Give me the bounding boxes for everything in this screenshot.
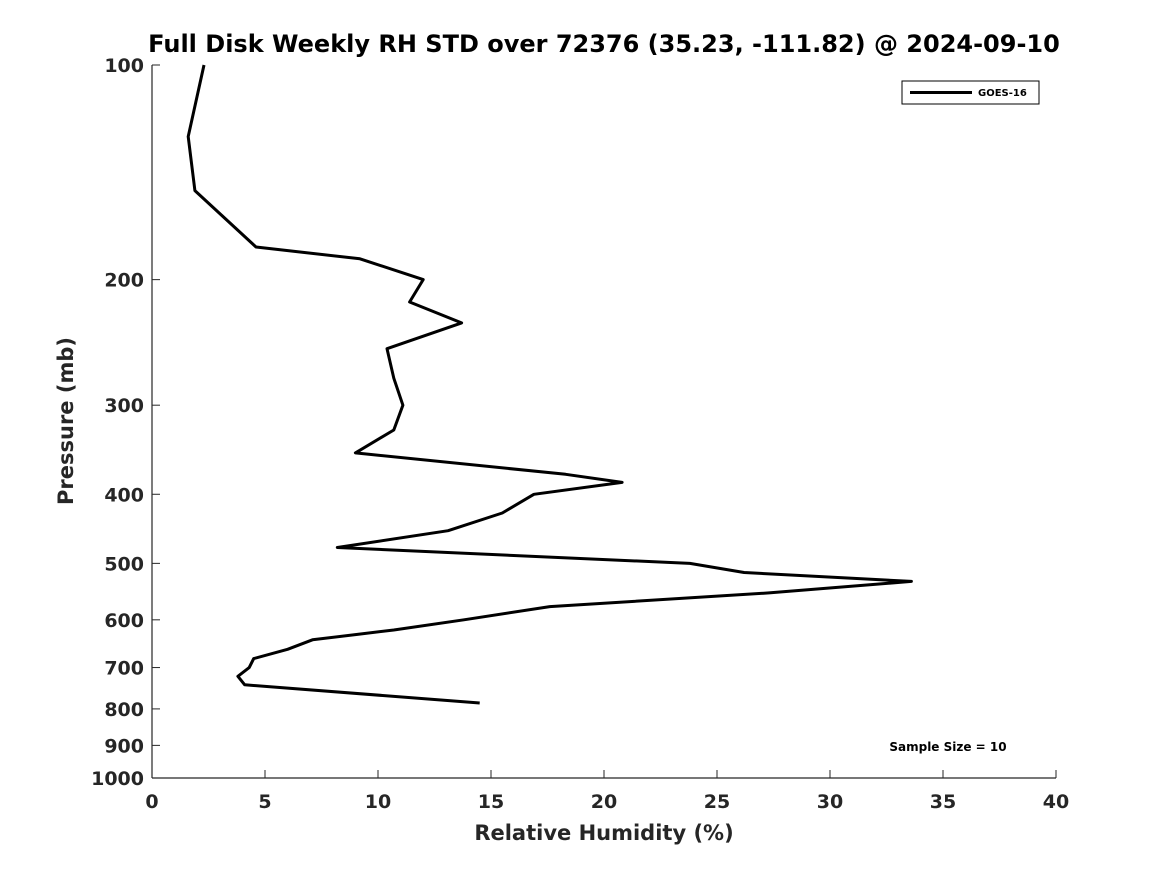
series-line-goes-16 (186, 64, 913, 705)
sample-size-annotation: Sample Size = 10 (889, 740, 1006, 754)
series-layer (186, 64, 913, 705)
x-tick-label: 25 (704, 791, 730, 813)
y-tick-label: 300 (104, 395, 144, 417)
y-ticks: 100 200 300 400 500 600 700 800 900 1000 (91, 55, 160, 790)
x-tick-label: 35 (930, 791, 956, 813)
y-tick-label: 700 (104, 658, 144, 680)
x-tick-label: 10 (365, 791, 391, 813)
x-ticks: 0 5 10 15 20 25 30 35 40 (145, 770, 1069, 813)
x-tick-label: 40 (1043, 791, 1069, 813)
y-tick-label: 900 (104, 735, 144, 757)
y-tick-label: 800 (104, 699, 144, 721)
y-tick-label: 100 (104, 55, 144, 77)
x-tick-label: 20 (591, 791, 617, 813)
x-axis-label: Relative Humidity (%) (474, 821, 733, 845)
x-tick-label: 5 (258, 791, 271, 813)
axes (151, 65, 1056, 779)
chart-title: Full Disk Weekly RH STD over 72376 (35.2… (148, 30, 1060, 58)
x-tick-label: 0 (145, 791, 158, 813)
y-tick-label: 600 (104, 610, 144, 632)
y-tick-label: 200 (104, 270, 144, 292)
y-tick-label: 400 (104, 484, 144, 506)
y-tick-label: 1000 (91, 768, 144, 790)
legend-label-goes-16: GOES-16 (978, 88, 1027, 99)
x-tick-label: 15 (478, 791, 504, 813)
y-axis-label: Pressure (mb) (54, 337, 78, 505)
legend: GOES-16 (901, 80, 1040, 105)
x-tick-label: 30 (817, 791, 843, 813)
y-tick-label: 500 (104, 553, 144, 575)
